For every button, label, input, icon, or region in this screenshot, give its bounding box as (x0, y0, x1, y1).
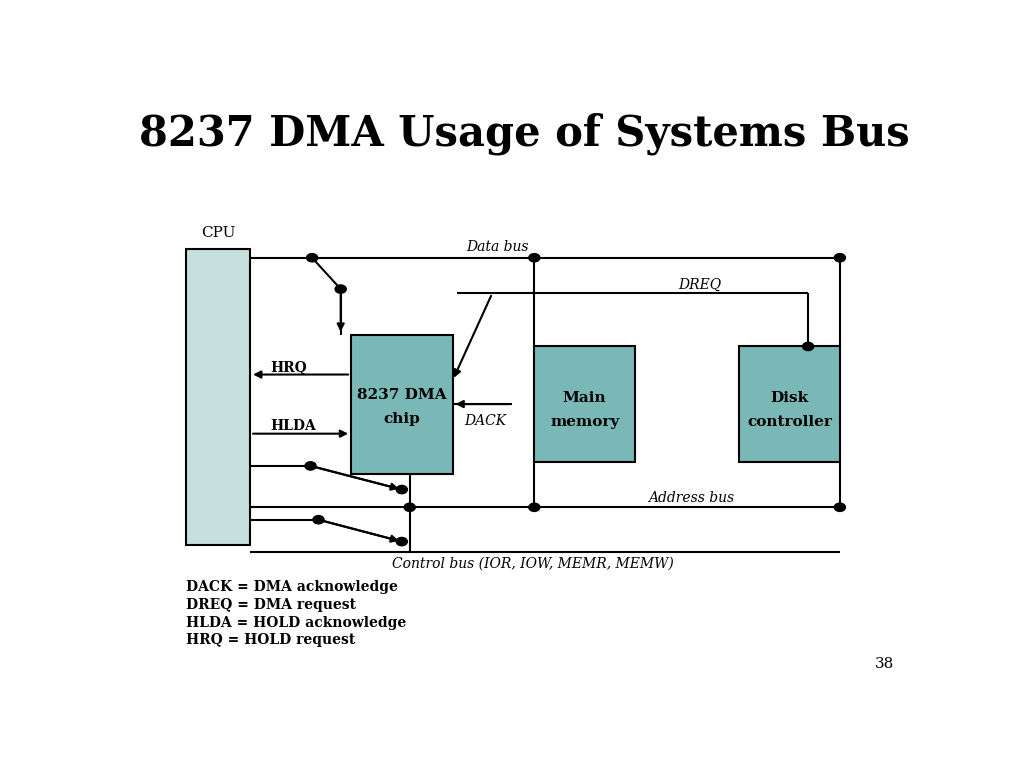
Text: DREQ: DREQ (678, 277, 721, 291)
Circle shape (528, 503, 540, 511)
Text: Control bus (IOR, IOW, MEMR, MEMW): Control bus (IOR, IOW, MEMR, MEMW) (392, 557, 674, 571)
Text: Disk: Disk (770, 391, 809, 406)
Circle shape (335, 285, 346, 293)
Circle shape (313, 515, 324, 524)
Circle shape (528, 253, 540, 262)
Circle shape (835, 503, 846, 511)
Text: 8237 DMA: 8237 DMA (357, 389, 446, 402)
Text: chip: chip (383, 412, 420, 426)
Text: HRQ: HRQ (270, 360, 307, 374)
Text: DREQ = DMA request: DREQ = DMA request (186, 598, 356, 612)
Circle shape (305, 462, 316, 470)
Text: HRQ = HOLD request: HRQ = HOLD request (186, 634, 355, 647)
Text: 38: 38 (874, 657, 894, 670)
Circle shape (803, 343, 814, 350)
Text: Address bus: Address bus (648, 491, 734, 505)
Bar (351, 335, 453, 474)
Circle shape (306, 253, 317, 262)
Text: HLDA: HLDA (270, 419, 315, 433)
Text: Main: Main (563, 391, 606, 406)
Circle shape (835, 253, 846, 262)
Circle shape (404, 503, 416, 511)
Bar (535, 346, 635, 462)
Circle shape (396, 485, 408, 494)
Text: HLDA = HOLD acknowledge: HLDA = HOLD acknowledge (186, 615, 407, 630)
Bar (186, 249, 250, 545)
Text: DACK: DACK (465, 414, 507, 428)
Text: Data bus: Data bus (466, 240, 528, 254)
Circle shape (396, 538, 408, 546)
Text: 8237 DMA Usage of Systems Bus: 8237 DMA Usage of Systems Bus (139, 112, 910, 155)
Text: controller: controller (748, 415, 831, 429)
Bar (739, 346, 840, 462)
Text: memory: memory (550, 415, 620, 429)
Text: DACK = DMA acknowledge: DACK = DMA acknowledge (186, 580, 397, 594)
Text: CPU: CPU (201, 227, 236, 240)
